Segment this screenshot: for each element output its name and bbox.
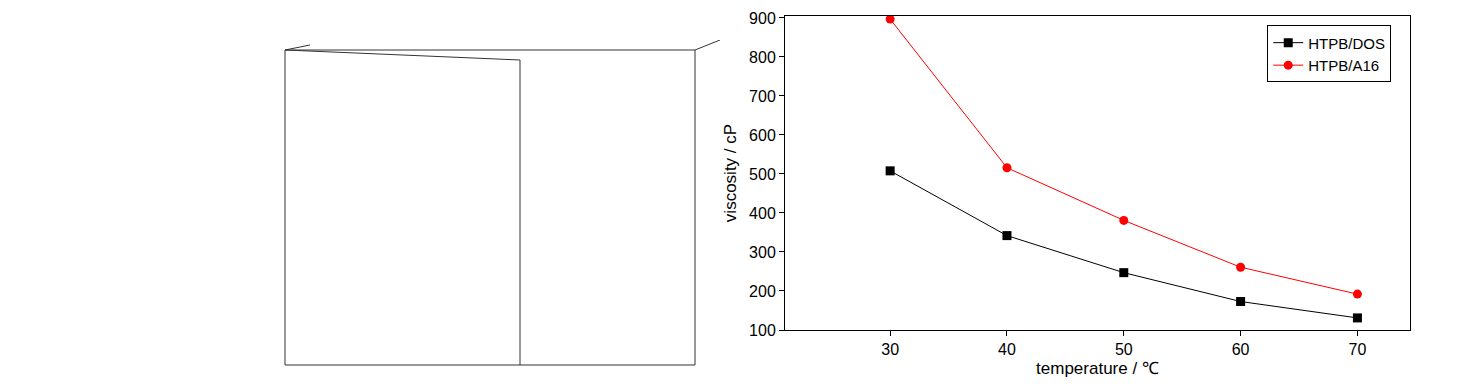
svg-text:temperature / ℃: temperature / ℃ [1036,359,1159,378]
svg-text:400: 400 [749,205,776,222]
svg-text:50: 50 [1115,341,1133,358]
svg-text:700: 700 [749,88,776,105]
svg-text:40: 40 [998,341,1016,358]
svg-text:800: 800 [749,49,776,66]
svg-text:500: 500 [749,166,776,183]
svg-text:200: 200 [749,283,776,300]
svg-text:HTPB/A16: HTPB/A16 [1308,57,1379,74]
svg-text:HTPB/DOS: HTPB/DOS [1308,35,1385,52]
svg-text:600: 600 [749,127,776,144]
svg-text:viscosity / cP: viscosity / cP [721,124,740,222]
svg-text:100: 100 [749,322,776,339]
svg-text:60: 60 [1232,341,1250,358]
svg-text:70: 70 [1349,341,1367,358]
svg-text:900: 900 [749,10,776,27]
svg-text:30: 30 [881,341,899,358]
svg-text:300: 300 [749,244,776,261]
